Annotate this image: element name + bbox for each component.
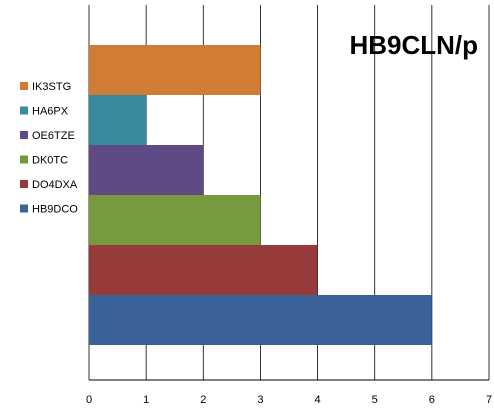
bar-dk0tc bbox=[89, 195, 261, 245]
legend-label: OE6TZE bbox=[32, 130, 75, 142]
legend-swatch bbox=[20, 204, 28, 213]
x-tick-label: 1 bbox=[143, 394, 149, 406]
legend-swatch bbox=[20, 131, 28, 139]
x-tick-label: 5 bbox=[372, 394, 378, 406]
x-tick-label: 6 bbox=[429, 394, 435, 406]
legend-swatch bbox=[20, 82, 28, 90]
legend-item: OE6TZE bbox=[20, 130, 75, 142]
legend: IK3STG HA6PX OE6TZE DK0TC DO4DXA HB9DCO bbox=[20, 81, 78, 216]
legend-label: IK3STG bbox=[32, 81, 71, 93]
bar-hb9dco bbox=[89, 295, 432, 345]
legend-item: DK0TC bbox=[20, 155, 68, 167]
x-tick-label: 7 bbox=[486, 394, 492, 406]
x-tick-labels: 0 1 2 3 4 5 6 7 bbox=[86, 394, 492, 406]
bar-do4dxa bbox=[89, 245, 318, 295]
bars bbox=[89, 45, 432, 345]
legend-item: HB9DCO bbox=[20, 204, 78, 216]
x-tick-label: 3 bbox=[257, 394, 263, 406]
legend-item: IK3STG bbox=[20, 81, 71, 93]
x-tick-label: 0 bbox=[86, 394, 92, 406]
x-tick-label: 2 bbox=[200, 394, 206, 406]
legend-label: DO4DXA bbox=[32, 179, 78, 191]
legend-label: HA6PX bbox=[32, 106, 69, 118]
chart-title: HB9CLN/p bbox=[349, 30, 478, 60]
legend-item: DO4DXA bbox=[20, 179, 78, 191]
bar-ha6px bbox=[89, 95, 147, 145]
legend-item: HA6PX bbox=[20, 106, 69, 118]
legend-label: DK0TC bbox=[32, 155, 68, 167]
legend-label: HB9DCO bbox=[32, 204, 78, 216]
x-tick-label: 4 bbox=[315, 394, 321, 406]
bar-ik3stg bbox=[89, 45, 261, 95]
legend-swatch bbox=[20, 155, 28, 164]
legend-swatch bbox=[20, 180, 28, 188]
legend-swatch bbox=[20, 106, 28, 115]
bar-oe6tze bbox=[89, 145, 204, 195]
